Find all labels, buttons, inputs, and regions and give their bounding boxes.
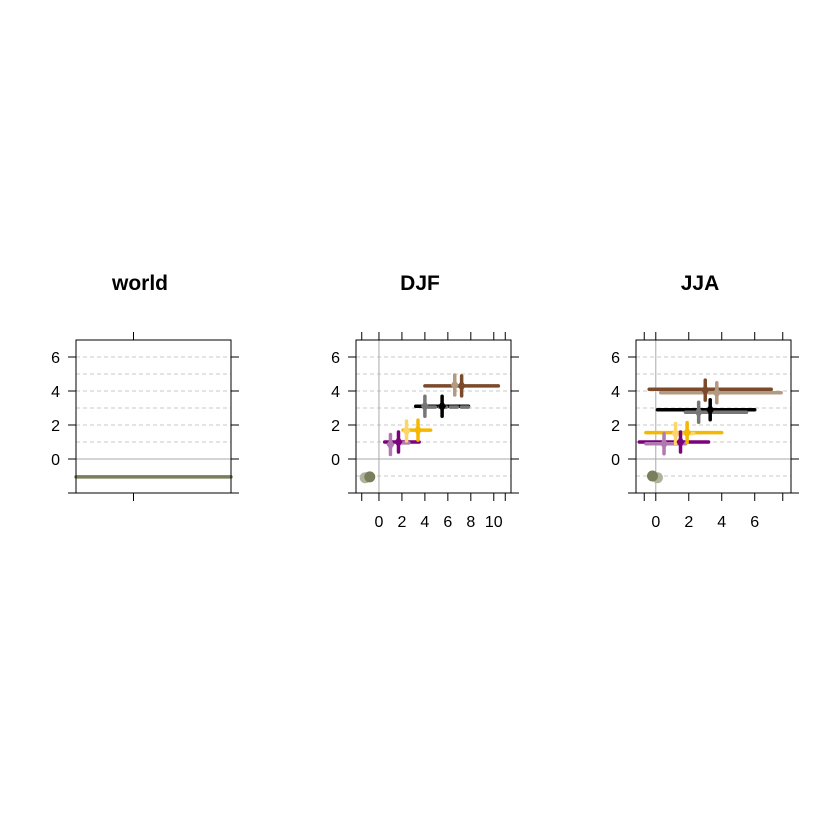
- data-point-jja: [646, 470, 658, 482]
- median-diamond-jja: [706, 403, 715, 416]
- x-tick-label-jja: 0: [651, 514, 660, 531]
- y-tick-label-djf: 6: [331, 350, 340, 367]
- x-tick-label-djf: 10: [485, 514, 503, 531]
- median-diamond-djf: [457, 379, 466, 392]
- x-tick-label-jja: 4: [717, 514, 726, 531]
- panel-title-world: world: [111, 272, 168, 295]
- y-tick-label-jja: 6: [611, 350, 620, 367]
- median-diamond-djf: [414, 424, 422, 437]
- panel-border-djf: [355, 339, 512, 494]
- median-diamond-jja: [671, 427, 680, 440]
- y-tick-label-djf: 2: [331, 418, 340, 435]
- x-tick-label-djf: 4: [420, 514, 429, 531]
- x-tick-label-jja: 2: [684, 514, 693, 531]
- median-diamond-djf: [394, 436, 403, 448]
- median-diamond-djf: [450, 379, 459, 392]
- y-tick-label-djf: 0: [331, 452, 340, 469]
- y-tick-label-jja: 4: [611, 384, 620, 401]
- median-diamond-djf: [386, 438, 395, 451]
- median-diamond-djf: [402, 424, 411, 437]
- y-tick-label-world: 4: [51, 384, 60, 401]
- median-diamond-jja: [683, 426, 692, 439]
- y-tick-label-world: 0: [51, 452, 60, 469]
- panel-title-djf: DJF: [400, 272, 440, 295]
- median-diamond-djf: [420, 400, 429, 413]
- panel-world: world 0 2 4 6: [51, 272, 239, 501]
- panel-border-world: [75, 339, 232, 494]
- panel-title-jja: JJA: [681, 272, 720, 295]
- panel-border-jja: [635, 339, 792, 494]
- median-diamond-jja: [694, 406, 703, 419]
- median-diamond-jja: [676, 436, 685, 448]
- median-diamond-jja: [701, 384, 710, 397]
- y-tick-label-world: 6: [51, 350, 60, 367]
- x-tick-label-djf: 8: [466, 514, 475, 531]
- y-tick-label-world: 2: [51, 418, 60, 435]
- median-diamond-djf: [438, 400, 447, 413]
- median-diamond-jja: [660, 437, 669, 450]
- x-tick-label-djf: 6: [443, 514, 452, 531]
- median-diamond-jja: [712, 386, 721, 399]
- data-point-djf: [364, 471, 376, 483]
- y-tick-label-jja: 0: [611, 452, 620, 469]
- y-tick-label-jja: 2: [611, 418, 620, 435]
- x-tick-label-djf: 2: [397, 514, 406, 531]
- x-tick-label-jja: 6: [750, 514, 759, 531]
- y-tick-label-djf: 4: [331, 384, 340, 401]
- panel-jja: JJA 0 2 4 6 0 2 4 6: [611, 272, 799, 531]
- x-tick-label-djf: 0: [375, 514, 384, 531]
